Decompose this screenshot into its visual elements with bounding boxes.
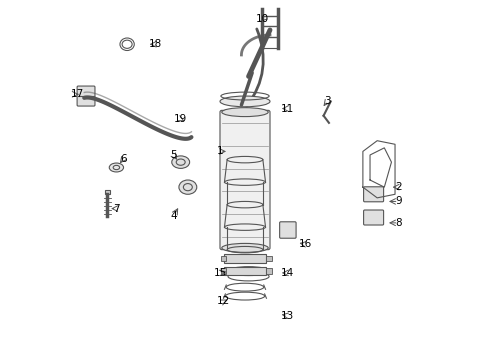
FancyBboxPatch shape bbox=[364, 210, 384, 225]
Ellipse shape bbox=[222, 108, 268, 117]
FancyBboxPatch shape bbox=[280, 222, 296, 238]
Ellipse shape bbox=[222, 243, 268, 252]
Ellipse shape bbox=[172, 156, 190, 168]
Text: 9: 9 bbox=[395, 197, 402, 206]
Text: 3: 3 bbox=[324, 96, 330, 107]
Text: 15: 15 bbox=[213, 268, 226, 278]
Bar bbox=[267, 256, 272, 261]
Bar bbox=[223, 254, 267, 263]
Bar bbox=[220, 268, 226, 274]
Text: 4: 4 bbox=[170, 211, 177, 221]
Text: 5: 5 bbox=[170, 150, 177, 160]
Bar bbox=[267, 268, 272, 274]
Text: 12: 12 bbox=[217, 296, 230, 306]
Bar bbox=[220, 256, 226, 261]
FancyBboxPatch shape bbox=[77, 86, 95, 106]
FancyBboxPatch shape bbox=[364, 187, 384, 202]
Text: 13: 13 bbox=[281, 311, 294, 321]
Text: 11: 11 bbox=[281, 104, 294, 113]
Ellipse shape bbox=[179, 180, 197, 194]
Text: 18: 18 bbox=[149, 39, 162, 49]
Text: 16: 16 bbox=[299, 239, 312, 249]
Ellipse shape bbox=[109, 163, 123, 172]
Bar bbox=[104, 190, 110, 194]
Text: 7: 7 bbox=[113, 203, 120, 213]
Text: 19: 19 bbox=[174, 114, 187, 124]
Text: 6: 6 bbox=[120, 154, 127, 163]
Text: 14: 14 bbox=[281, 268, 294, 278]
Ellipse shape bbox=[220, 96, 270, 107]
Text: 8: 8 bbox=[395, 218, 402, 228]
Text: 2: 2 bbox=[395, 182, 402, 192]
Text: 17: 17 bbox=[71, 89, 84, 99]
Text: 1: 1 bbox=[217, 147, 223, 157]
FancyArrowPatch shape bbox=[246, 29, 263, 106]
Text: 10: 10 bbox=[256, 14, 270, 24]
FancyBboxPatch shape bbox=[220, 111, 270, 249]
Bar bbox=[223, 267, 267, 275]
